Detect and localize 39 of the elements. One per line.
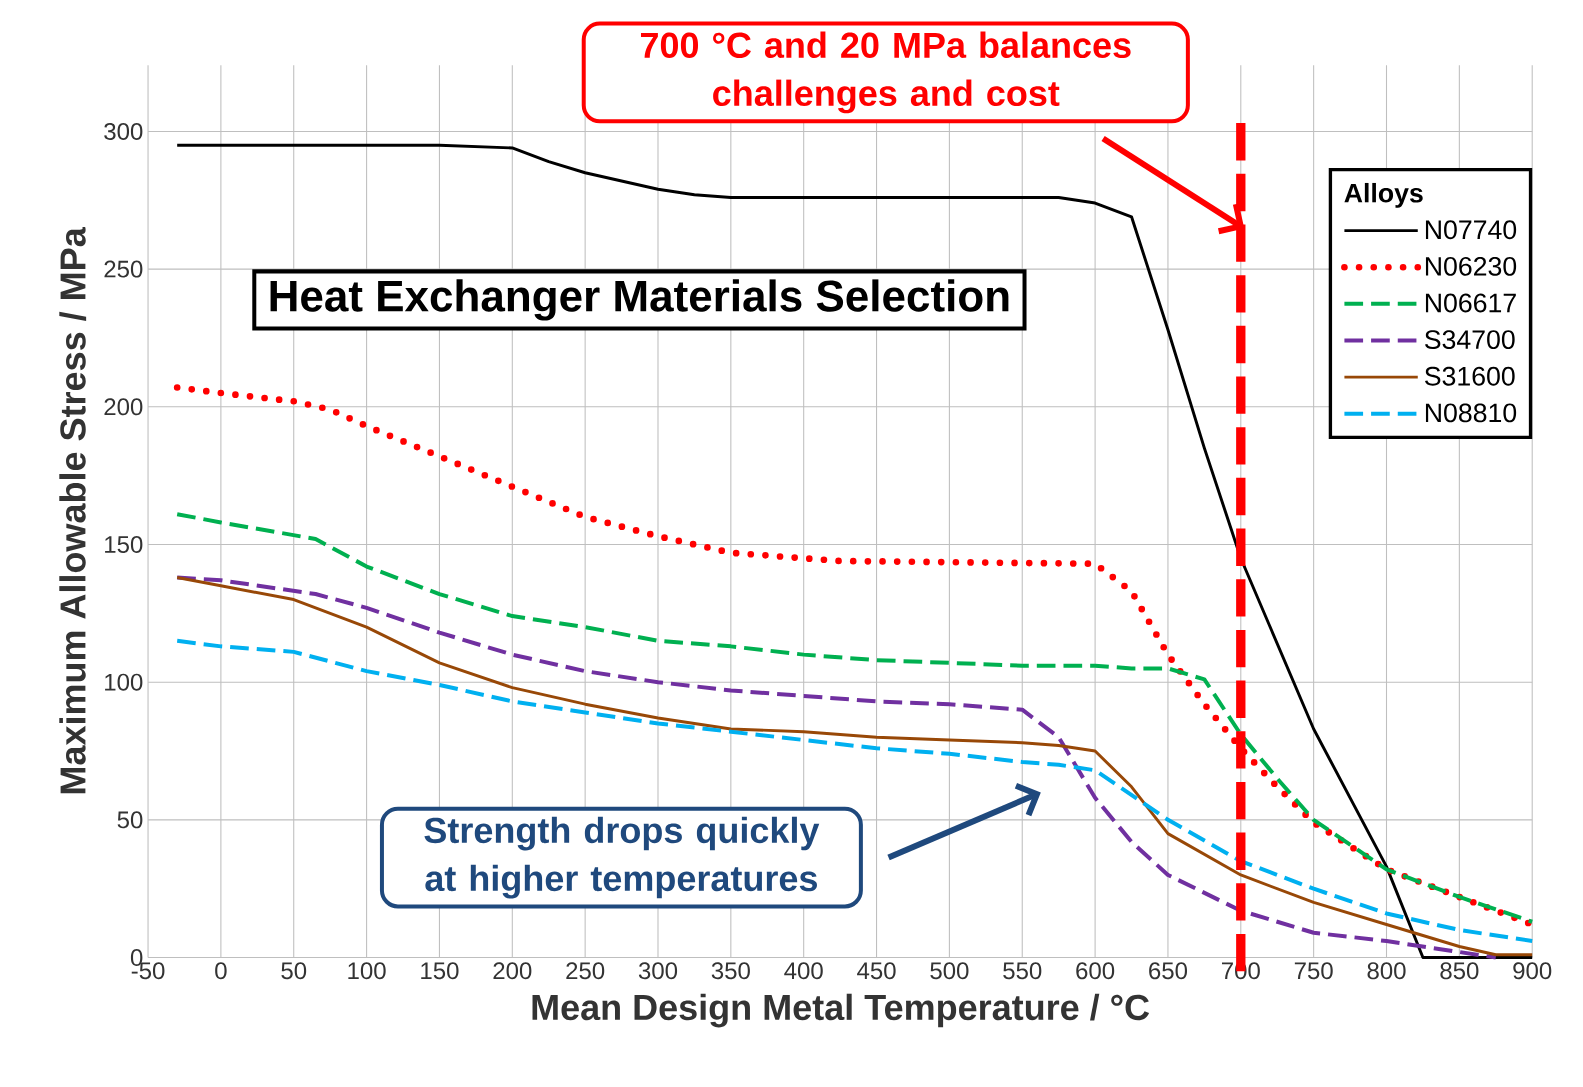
legend-label: N07740: [1425, 220, 1517, 240]
x-tick-label: 750: [1294, 962, 1333, 980]
legend-label: N08810: [1425, 403, 1517, 423]
x-tick-label: 650: [1149, 962, 1188, 980]
annotation: 700 °C and 20 MPa balances challenges and cost: [640, 31, 1131, 114]
line-series: [175, 512, 1535, 924]
x-tick-label: 350: [711, 962, 750, 980]
x-tick-label: 300: [638, 962, 678, 980]
x-tick-label: 100: [348, 962, 386, 980]
y-tick-label: 100: [105, 673, 143, 691]
legend-label: N06617: [1425, 293, 1516, 313]
x-tick-label: 850: [1440, 962, 1479, 980]
line-series: [175, 638, 1535, 944]
y-tick-label: 300: [104, 122, 143, 140]
legend-label: S31600: [1424, 366, 1515, 386]
x-tick-label: 50: [281, 962, 307, 980]
y-tick-label: 200: [104, 398, 143, 416]
x-tick-label: 900: [1513, 962, 1552, 980]
x-tick-label: 600: [1076, 962, 1115, 980]
x-tick-label: 400: [784, 962, 823, 980]
annotation: Strength drops quickly at higher temperatures: [424, 816, 820, 899]
x-tick-label: 500: [930, 962, 969, 980]
x-tick-label: 0: [215, 962, 227, 980]
x-tick-label: 150: [421, 962, 459, 980]
line-series: [175, 143, 1534, 960]
legend-label: N06230: [1425, 256, 1517, 276]
y-axis-title: Maximum Allowable Stress / MPa: [59, 227, 87, 794]
y-tick-label: 50: [117, 811, 143, 829]
x-tick-label: 450: [857, 962, 896, 980]
x-tick-label: 200: [493, 962, 532, 980]
x-tick-label: 550: [1003, 962, 1042, 980]
text: Heat Exchanger Materials Selection: [270, 279, 1009, 321]
y-tick-label: 250: [104, 260, 143, 278]
y-tick-label: 150: [105, 536, 143, 554]
x-tick-label: 250: [566, 962, 605, 980]
x-axis-title: Mean Design Metal Temperature / °C: [532, 993, 1150, 1028]
legend-label: S34700: [1424, 330, 1515, 350]
x-tick-label: 800: [1367, 962, 1406, 980]
legend-title: Alloys: [1344, 183, 1423, 208]
